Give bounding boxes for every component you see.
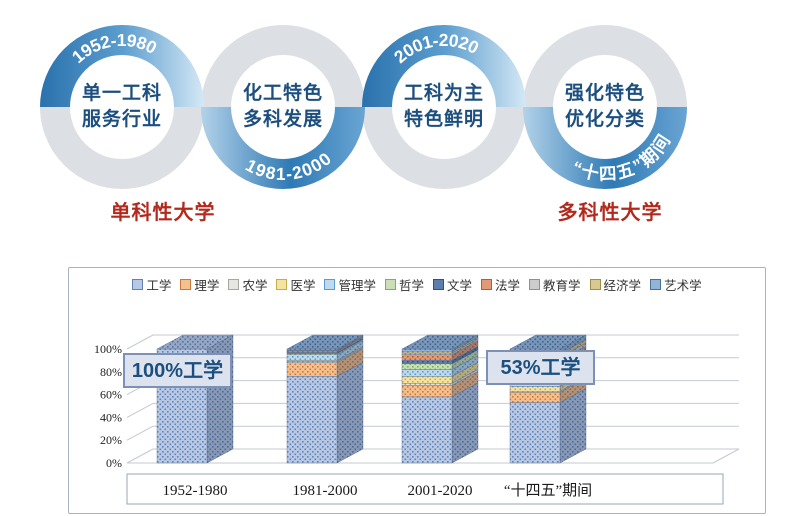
- segment-文学: [401, 360, 453, 365]
- axis-tick-40%: [126, 402, 154, 418]
- timeline-ring-blue-3: [362, 25, 526, 108]
- segment-理学: [509, 392, 561, 403]
- ring-label-2: 化工特色 多科发展: [208, 81, 358, 133]
- legend-swatch-管理学: [324, 279, 336, 290]
- ring-label-4-line2: 优化分类: [564, 109, 645, 130]
- legend-label-教育学: 教育学: [543, 279, 581, 293]
- segment-农学: [401, 382, 453, 386]
- x-axis-label-“十四五”期间: “十四五”期间: [504, 482, 592, 499]
- segment-工学: [401, 396, 453, 464]
- y-axis-label-100%: 100%: [94, 342, 122, 356]
- segment-哲学: [401, 363, 453, 370]
- segment-管理学: [401, 369, 453, 377]
- segment-教育学: [401, 352, 453, 355]
- segment-医学: [401, 376, 453, 384]
- legend-swatch-法学: [481, 279, 493, 290]
- legend-swatch-医学: [276, 279, 288, 290]
- chart-legend: 工学 理学 农学 医学 管理学 哲学 文学 法学 教育学 经济学 艺术学: [69, 275, 765, 294]
- legend-label-法学: 法学: [495, 279, 521, 293]
- svg-text:53%工学: 53%工学: [500, 355, 580, 379]
- axis-tick-20%: [126, 425, 154, 441]
- legend-label-管理学: 管理学: [338, 279, 376, 293]
- y-axis-label-20%: 20%: [100, 433, 122, 447]
- segment-工学: [509, 402, 561, 464]
- x-axis-label-2001-2020: 2001-2020: [408, 483, 473, 499]
- segment-管理学: [286, 354, 338, 361]
- legend-item-农学: 农学: [228, 275, 267, 294]
- annotation-53%工学: 53%工学: [486, 350, 595, 385]
- ring-label-4-line1: 强化特色: [564, 83, 645, 104]
- timeline-ring-blue-4: [523, 106, 687, 189]
- ring-label-3-line1: 工科为主: [403, 83, 484, 104]
- legend-swatch-艺术学: [650, 279, 662, 290]
- legend-item-艺术学: 艺术学: [650, 275, 702, 294]
- legend-swatch-农学: [228, 279, 240, 290]
- segment-经济学: [401, 351, 453, 354]
- legend-swatch-经济学: [589, 279, 601, 290]
- timeline-ring-blue-1: [40, 25, 204, 108]
- legend-item-工学: 工学: [132, 275, 171, 294]
- legend-label-理学: 理学: [194, 279, 220, 293]
- legend-label-工学: 工学: [146, 279, 172, 293]
- timeline-ring-blue-2: [201, 106, 365, 189]
- bar-1981-2000: [286, 334, 364, 464]
- x-axis-label-1952-1980: 1952-1980: [163, 483, 228, 499]
- legend-label-经济学: 经济学: [603, 279, 642, 293]
- legend-swatch-理学: [180, 279, 192, 290]
- ring-label-1-line2: 服务行业: [81, 109, 162, 130]
- bar-2001-2020: [401, 334, 479, 464]
- legend-item-哲学: 哲学: [384, 275, 424, 294]
- legend-item-经济学: 经济学: [589, 275, 642, 294]
- legend-label-农学: 农学: [242, 279, 268, 293]
- caption-single-discipline-university: 单科性大学: [110, 202, 216, 224]
- legend-label-哲学: 哲学: [398, 279, 424, 293]
- y-axis-label-60%: 60%: [100, 388, 122, 402]
- floor-right-edge: [712, 448, 740, 464]
- ring-label-3: 工科为主 特色鲜明: [369, 81, 519, 133]
- ring-label-1: 单一工科 服务行业: [47, 81, 197, 133]
- y-axis-label-40%: 40%: [100, 410, 122, 424]
- legend-swatch-文学: [433, 279, 444, 290]
- legend-swatch-哲学: [384, 279, 396, 290]
- legend-swatch-教育学: [529, 279, 541, 290]
- discipline-structure-chart: 0% 20% 40% 60% 80% 100% 1952-1980 1981-2000 2001…: [68, 267, 766, 514]
- y-axis-label-80%: 80%: [100, 365, 122, 379]
- y-axis-label-0%: 0%: [106, 456, 122, 470]
- segment-理学: [401, 385, 453, 398]
- ring-label-2-line1: 化工特色: [242, 83, 323, 104]
- legend-label-艺术学: 艺术学: [664, 279, 702, 293]
- caption-multi-discipline-university: 多科性大学: [557, 202, 663, 224]
- legend-item-文学: 文学: [433, 275, 472, 294]
- legend-swatch-工学: [132, 279, 144, 290]
- svg-text:100%工学: 100%工学: [132, 358, 223, 382]
- ring-label-4: 强化特色 优化分类: [530, 81, 680, 133]
- x-axis-box: [126, 473, 724, 505]
- legend-label-医学: 医学: [290, 279, 316, 293]
- ring-label-3-line2: 特色鲜明: [403, 109, 484, 130]
- segment-法学: [401, 354, 453, 361]
- annotation-100%工学: 100%工学: [123, 353, 232, 388]
- axis-tick-0%: [126, 448, 154, 464]
- ring-label-2-line2: 多科发展: [242, 109, 323, 130]
- segment-医学: [509, 386, 561, 392]
- legend-item-教育学: 教育学: [529, 275, 581, 294]
- legend-item-管理学: 管理学: [324, 275, 376, 294]
- x-axis-label-1981-2000: 1981-2000: [293, 483, 358, 499]
- legend-item-医学: 医学: [276, 275, 315, 294]
- legend-item-理学: 理学: [180, 275, 219, 294]
- ring-label-1-line1: 单一工科: [81, 83, 162, 104]
- legend-label-文学: 文学: [447, 279, 473, 293]
- segment-工学: [286, 376, 338, 464]
- stacked-bar-chart-svg: 0% 20% 40% 60% 80% 100% 1952-1980 1981-2000 2001…: [94, 334, 740, 505]
- segment-理学: [286, 362, 338, 377]
- axis-tick-100%: [126, 334, 154, 350]
- segment-艺术学: [401, 348, 453, 352]
- legend-item-法学: 法学: [481, 275, 520, 294]
